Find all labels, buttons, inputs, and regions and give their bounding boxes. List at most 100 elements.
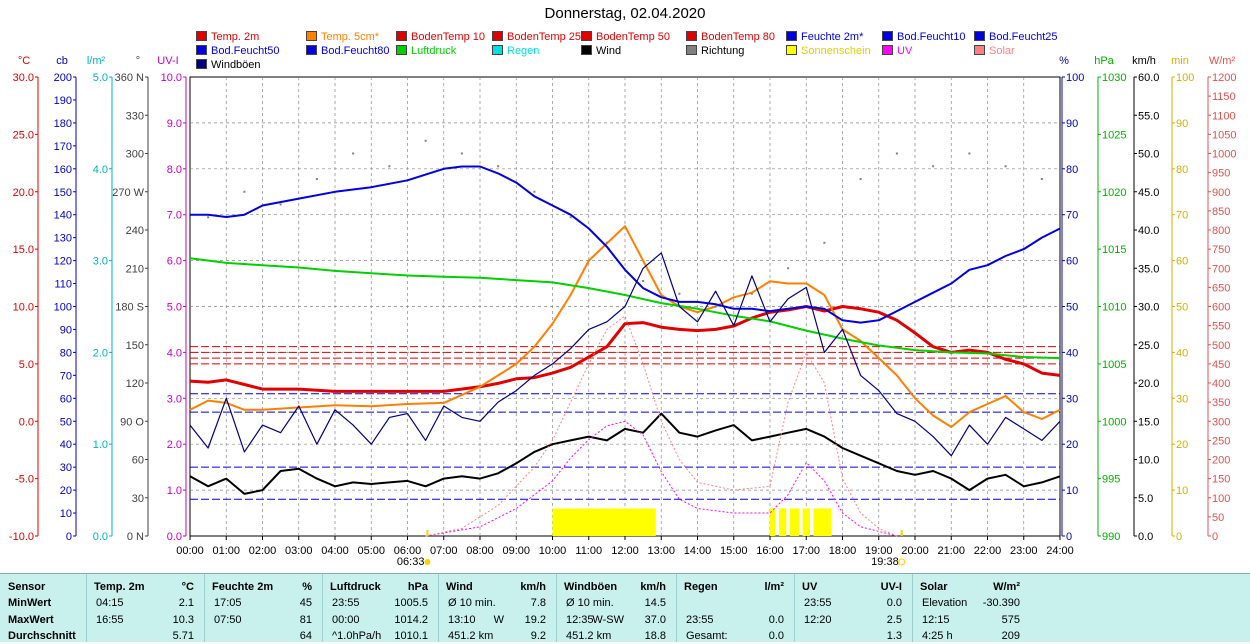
x-tick-label: 10:00 bbox=[539, 545, 567, 557]
sunset-icon bbox=[898, 558, 906, 566]
rain-tick-label: 0.0 bbox=[93, 531, 108, 543]
x-tick-label: 04:00 bbox=[321, 545, 349, 557]
stat-time: 4:25 h bbox=[922, 630, 953, 642]
cb-tick-label: 140 bbox=[54, 210, 72, 222]
x-tick-label: 02:00 bbox=[249, 545, 277, 557]
stat-row-label: Sensor bbox=[8, 581, 46, 593]
cb-tick-label: 180 bbox=[54, 118, 72, 130]
kmh-tick-label: 35.0 bbox=[1138, 263, 1159, 275]
hum-tick-label: 90 bbox=[1066, 118, 1078, 130]
legend-label: Richtung bbox=[701, 45, 745, 57]
x-tick-label: 22:00 bbox=[974, 545, 1002, 557]
dir-tick-label: 300 bbox=[126, 149, 144, 161]
uvi-tick-label: 6.0 bbox=[167, 256, 182, 268]
stat-value: 575 bbox=[1001, 614, 1020, 626]
stat-value: 7.8 bbox=[530, 597, 546, 609]
wm2-tick-label: 400 bbox=[1212, 378, 1230, 390]
direction-point bbox=[279, 203, 282, 206]
min-tick-label: 30 bbox=[1176, 393, 1188, 405]
x-tick-label: 01:00 bbox=[212, 545, 240, 557]
sunset-label: 19:38 bbox=[871, 556, 899, 568]
wm2-axis-title: W/m² bbox=[1209, 55, 1236, 67]
temp-tick-label: 15.0 bbox=[13, 244, 34, 256]
uvi-tick-label: 1.0 bbox=[167, 485, 182, 497]
wm2-tick-label: 900 bbox=[1212, 187, 1230, 199]
wm2-tick-label: 500 bbox=[1212, 340, 1230, 352]
legend-label: Sonnenschein bbox=[801, 45, 871, 57]
stat-unit: % bbox=[302, 581, 312, 593]
dir-tick-label: 150 bbox=[126, 340, 144, 352]
cb-tick-label: 0 bbox=[66, 531, 72, 543]
cb-tick-label: 40 bbox=[60, 439, 72, 451]
stat-time: 13:10 bbox=[448, 614, 476, 626]
hum-tick-label: 30 bbox=[1066, 393, 1078, 405]
x-tick-label: 19:00 bbox=[865, 545, 893, 557]
x-tick-label: 17:00 bbox=[792, 545, 820, 557]
legend-item: Windböen bbox=[196, 58, 261, 72]
min-tick-label: 20 bbox=[1176, 439, 1188, 451]
stat-value: 1014.2 bbox=[394, 614, 428, 626]
min-tick-label: 60 bbox=[1176, 256, 1188, 268]
cb-tick-label: 90 bbox=[60, 324, 72, 336]
stat-value: 209 bbox=[1001, 630, 1020, 642]
min-tick-label: 100 bbox=[1176, 72, 1194, 84]
sunshine-bar bbox=[813, 508, 832, 536]
legend-item: Solar bbox=[974, 44, 1015, 58]
stat-separator bbox=[556, 574, 557, 642]
direction-point bbox=[497, 165, 500, 168]
direction-point bbox=[859, 178, 862, 180]
wm2-tick-label: 1000 bbox=[1212, 149, 1236, 161]
legend-item: Bod.Feucht25 bbox=[974, 30, 1058, 44]
wm2-tick-label: 700 bbox=[1212, 263, 1230, 275]
temp-tick-label: 0.0 bbox=[19, 416, 34, 428]
legend-item: Temp. 5cm* bbox=[306, 30, 379, 44]
legend-label: BodenTemp 25 bbox=[507, 31, 581, 43]
series-line-uv bbox=[425, 420, 898, 537]
direction-point bbox=[388, 165, 391, 168]
uvi-axis-title: UV-I bbox=[157, 55, 178, 67]
stat-value: 19.2 bbox=[524, 614, 546, 626]
chart-title: Donnerstag, 02.04.2020 bbox=[544, 5, 706, 22]
stat-value: 5.71 bbox=[172, 630, 194, 642]
sunrise-icon bbox=[424, 559, 431, 565]
legend-swatch bbox=[686, 31, 697, 41]
series-line-windb-en bbox=[189, 252, 1061, 457]
x-tick-label: 05:00 bbox=[357, 545, 385, 557]
wm2-tick-label: 300 bbox=[1212, 416, 1230, 428]
legend-item: Bod.Feucht50 bbox=[196, 44, 280, 58]
cb-tick-label: 50 bbox=[60, 416, 72, 428]
legend-item: Bod.Feucht80 bbox=[306, 44, 390, 58]
legend-label: Wind bbox=[596, 45, 622, 57]
cb-tick-label: 160 bbox=[54, 164, 72, 176]
direction-point bbox=[424, 139, 427, 142]
rain-tick-label: 2.0 bbox=[93, 347, 108, 359]
stat-time: Ø 10 min. bbox=[566, 597, 614, 609]
legend-label: BodenTemp 80 bbox=[701, 31, 775, 43]
hpa-tick-label: 1025 bbox=[1102, 129, 1126, 141]
legend-swatch bbox=[396, 45, 407, 55]
legend-swatch bbox=[492, 45, 503, 55]
x-tick-label: 13:00 bbox=[647, 545, 675, 557]
direction-point bbox=[750, 292, 753, 295]
min-tick-label: 40 bbox=[1176, 347, 1188, 359]
legend-label: Temp. 2m bbox=[211, 31, 260, 43]
wm2-tick-label: 150 bbox=[1212, 474, 1230, 486]
stat-value: 1010.1 bbox=[394, 630, 428, 642]
stat-row-label: MinWert bbox=[8, 597, 52, 609]
kmh-tick-label: 0.0 bbox=[1138, 531, 1153, 543]
stat-time: 23:55 bbox=[804, 597, 832, 609]
hum-tick-label: 0 bbox=[1066, 531, 1072, 543]
stat-time: Gesamt: bbox=[686, 630, 728, 642]
legend-item: Bod.Feucht10 bbox=[882, 30, 966, 44]
series-line-wind bbox=[189, 412, 1061, 495]
stat-row-label: MaxWert bbox=[8, 614, 54, 626]
x-tick-label: 03:00 bbox=[285, 545, 313, 557]
kmh-tick-label: 15.0 bbox=[1138, 416, 1159, 428]
stat-value: 0.0 bbox=[768, 614, 784, 626]
hum-axis-title: % bbox=[1059, 55, 1069, 67]
kmh-tick-label: 30.0 bbox=[1138, 302, 1159, 314]
dir-tick-label: 120 bbox=[126, 378, 144, 390]
min-axis-title: min bbox=[1171, 55, 1189, 67]
uvi-tick-label: 7.0 bbox=[167, 210, 182, 222]
legend-item: BodenTemp 50 bbox=[581, 30, 670, 44]
